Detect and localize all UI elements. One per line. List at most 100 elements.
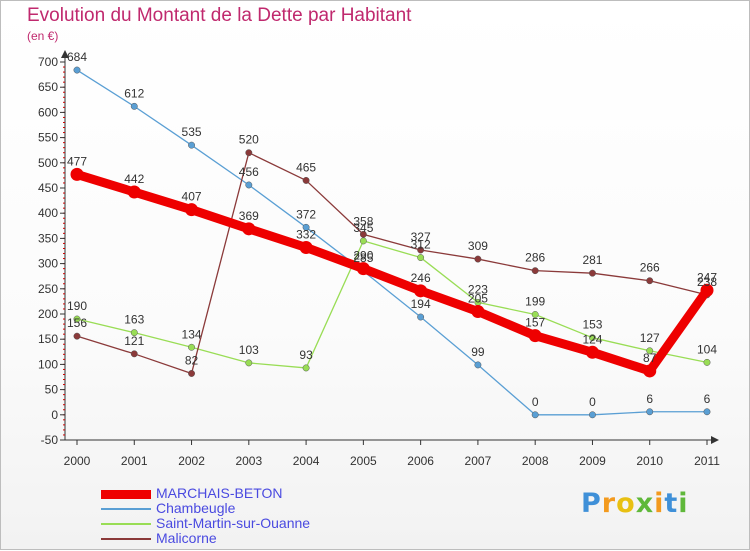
data-point [188,141,195,149]
data-label: 121 [124,334,144,348]
data-point [589,334,596,342]
data-point [589,269,596,277]
data-point [414,284,428,298]
data-label: 465 [296,160,316,174]
logo-letter: P [581,488,602,519]
logo-letter: x [635,488,655,519]
y-tick-label: 250 [38,282,58,296]
data-label: 358 [353,214,373,228]
data-point [531,411,539,419]
legend-swatch [101,490,151,499]
data-label: 134 [182,327,202,341]
unit-label: (en €) [27,29,59,43]
data-label: 99 [471,345,485,359]
data-point [299,240,313,254]
data-point [73,332,81,340]
x-tick-label: 2003 [235,454,262,468]
y-tick-label: 500 [38,156,58,170]
x-tick-label: 2011 [694,454,720,468]
y-tick-label: 100 [38,357,58,371]
data-point [589,411,596,419]
data-label: 612 [124,86,144,100]
data-point [643,364,657,378]
data-label: 127 [640,331,660,345]
data-label: 312 [411,238,431,252]
y-tick-label: 50 [45,383,59,397]
data-label: 6 [646,392,653,406]
x-tick-label: 2002 [178,454,205,468]
legend-label: Saint-Martin-sur-Ouanne [156,515,311,531]
data-point [471,304,485,318]
data-point [188,370,195,377]
data-label: 190 [67,299,87,313]
x-tick-label: 2004 [293,454,320,468]
chart-title: Evolution du Montant de la Dette par Hab… [27,5,412,26]
data-point [531,311,539,318]
y-tick-label: 400 [38,206,58,220]
data-label: 407 [182,190,202,204]
legend-swatch [101,538,151,540]
data-labels: 4774424073693322902462051571248724768461… [67,50,717,409]
logo-letter: r [601,488,617,519]
logo-letter: i [678,488,689,519]
data-label: 0 [589,395,596,409]
data-point [302,176,310,184]
data-point [417,313,425,321]
data-label: 520 [239,133,259,147]
x-tick-label: 2010 [636,454,663,468]
data-label: 535 [182,125,202,139]
x-axis-arrow [711,436,719,444]
data-point [531,267,539,275]
proxiti-logo: Proxiti [581,488,689,519]
legend-swatch [101,523,151,525]
series-line [76,69,708,416]
data-point [703,408,711,416]
data-point [73,66,81,74]
x-tick-label: 2006 [407,454,434,468]
legend-label: MARCHAIS-BETON [156,485,283,501]
data-point [185,203,199,217]
data-label: 684 [67,50,87,64]
data-point [356,262,370,276]
data-point [474,255,482,263]
data-label: 286 [525,251,545,265]
y-axis-arrow [61,50,69,58]
series-layer [70,66,714,419]
data-point [242,222,256,236]
data-point [417,246,425,254]
data-point [703,358,711,366]
data-point [417,254,425,262]
x-tick-label: 2008 [522,454,549,468]
legend-swatch [101,508,151,510]
data-point [474,361,482,369]
x-tick-label: 2007 [465,454,492,468]
data-point [359,237,367,245]
data-point [700,283,714,297]
x-tick-label: 2000 [64,454,91,468]
data-label: 456 [239,165,259,179]
data-point [130,102,138,110]
data-label: 157 [525,316,545,330]
legend-label: Chambeugle [156,500,236,516]
data-label: 205 [468,291,488,305]
data-point [302,364,310,372]
data-point [646,347,654,355]
data-point [528,329,542,343]
data-label: 153 [582,318,602,332]
data-label: 194 [411,297,431,311]
data-label: 124 [582,332,602,346]
data-point [130,350,138,358]
y-tick-label: 450 [38,181,58,195]
data-point [646,277,654,285]
logo-letter: i [654,488,665,519]
data-point [245,181,253,189]
data-point [585,345,599,359]
data-point [359,230,367,238]
data-label: 290 [353,249,373,263]
data-label: 345 [353,221,373,235]
data-label: 156 [67,316,87,330]
data-label: 332 [296,227,316,241]
data-label: 93 [299,348,313,362]
